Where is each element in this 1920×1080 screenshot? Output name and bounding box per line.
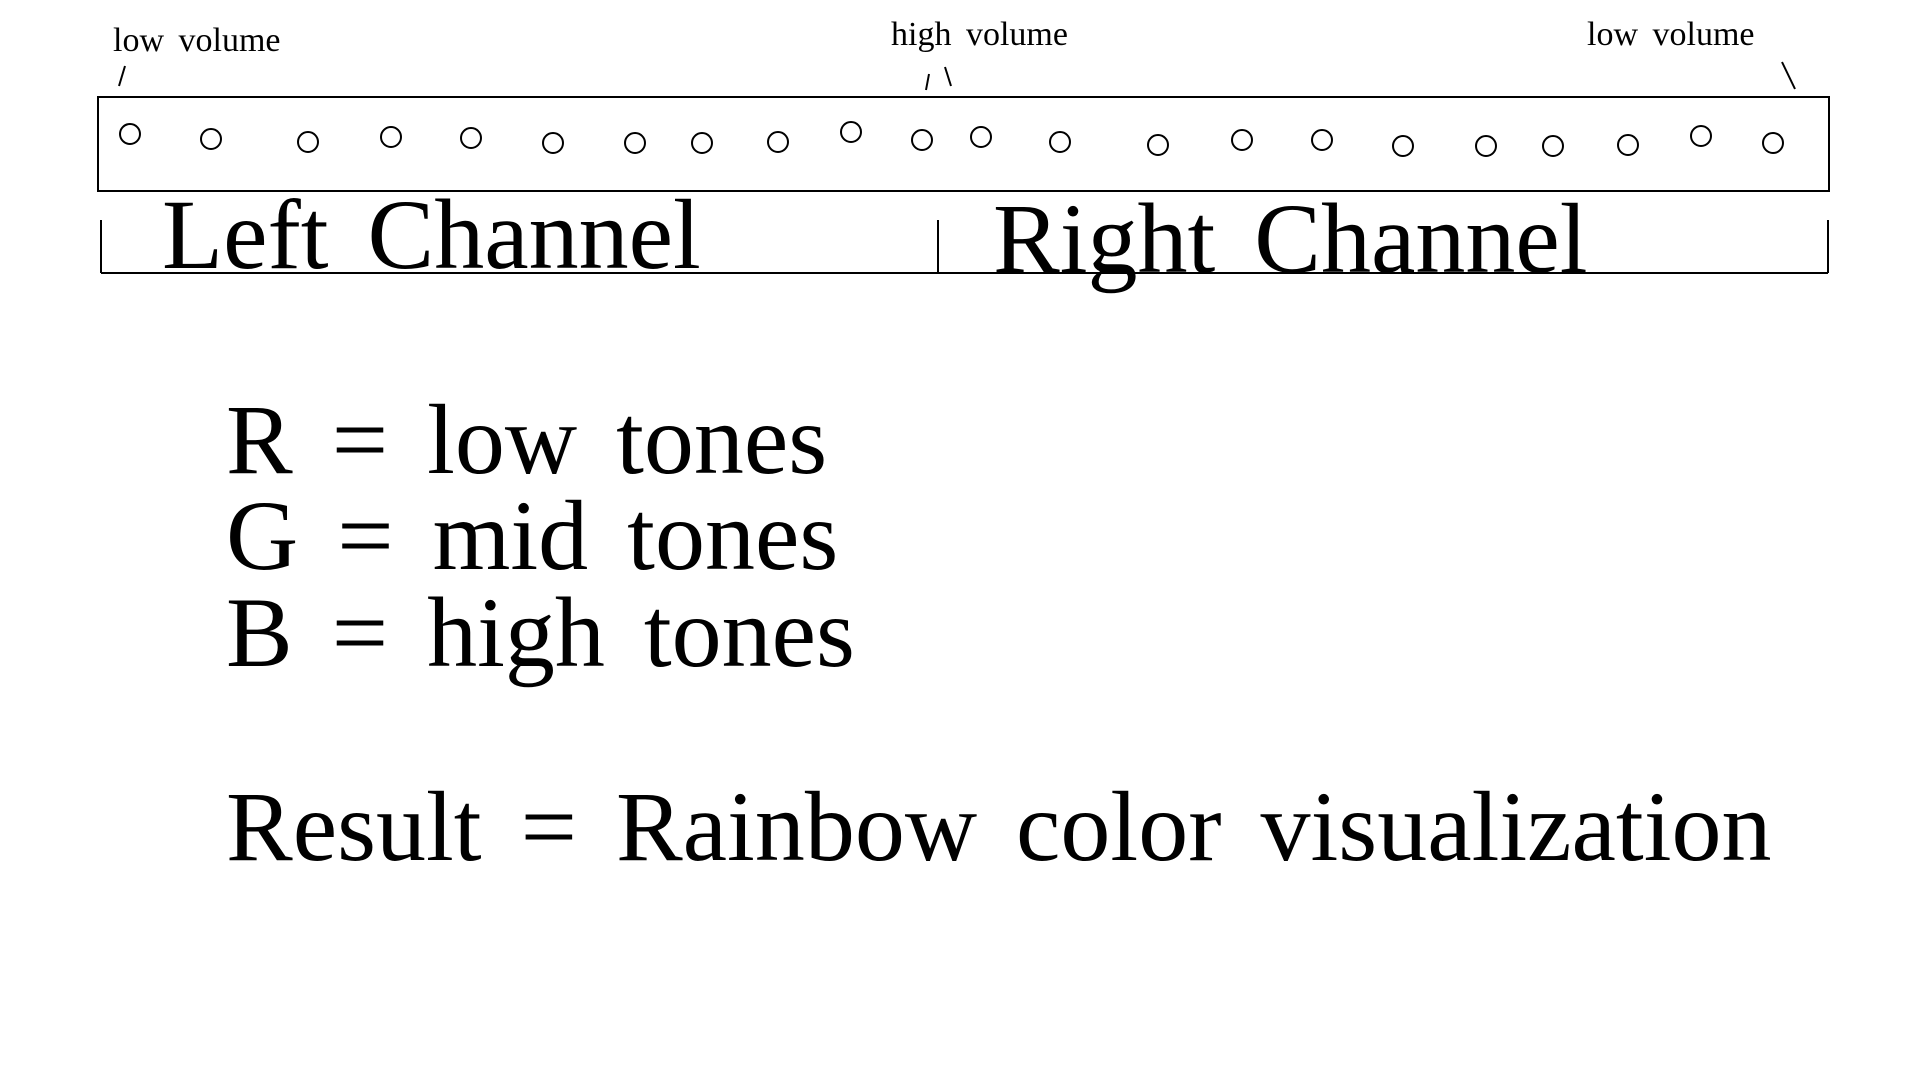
volume-label: low volume <box>1587 16 1754 53</box>
led <box>119 123 141 145</box>
led <box>1475 135 1497 157</box>
led-strip <box>97 96 1830 192</box>
led <box>1542 135 1564 157</box>
led <box>840 121 862 143</box>
result-line: Result = Rainbow color visualization <box>226 771 1772 882</box>
led <box>297 131 319 153</box>
channel-label: Right Channel <box>993 183 1588 294</box>
led <box>380 126 402 148</box>
volume-label: low volume <box>113 22 280 59</box>
led <box>911 129 933 151</box>
led <box>1049 131 1071 153</box>
led <box>767 131 789 153</box>
volume-label: high volume <box>891 16 1068 53</box>
led <box>542 132 564 154</box>
led <box>1762 132 1784 154</box>
led-group <box>119 121 1784 157</box>
pointer <box>118 65 126 87</box>
led <box>200 128 222 150</box>
pointer <box>1781 61 1796 90</box>
led <box>1147 134 1169 156</box>
legend-line: B = high tones <box>226 577 855 688</box>
led <box>691 132 713 154</box>
led <box>1392 135 1414 157</box>
legend-line: G = mid tones <box>226 480 838 591</box>
led <box>1311 129 1333 151</box>
led <box>624 132 646 154</box>
pointer <box>925 73 930 91</box>
led <box>460 127 482 149</box>
led <box>970 126 992 148</box>
led <box>1690 125 1712 147</box>
led <box>1231 129 1253 151</box>
legend-line: R = low tones <box>226 384 827 495</box>
channel-label: Left Channel <box>162 179 701 290</box>
led <box>1617 134 1639 156</box>
pointer <box>944 66 952 87</box>
